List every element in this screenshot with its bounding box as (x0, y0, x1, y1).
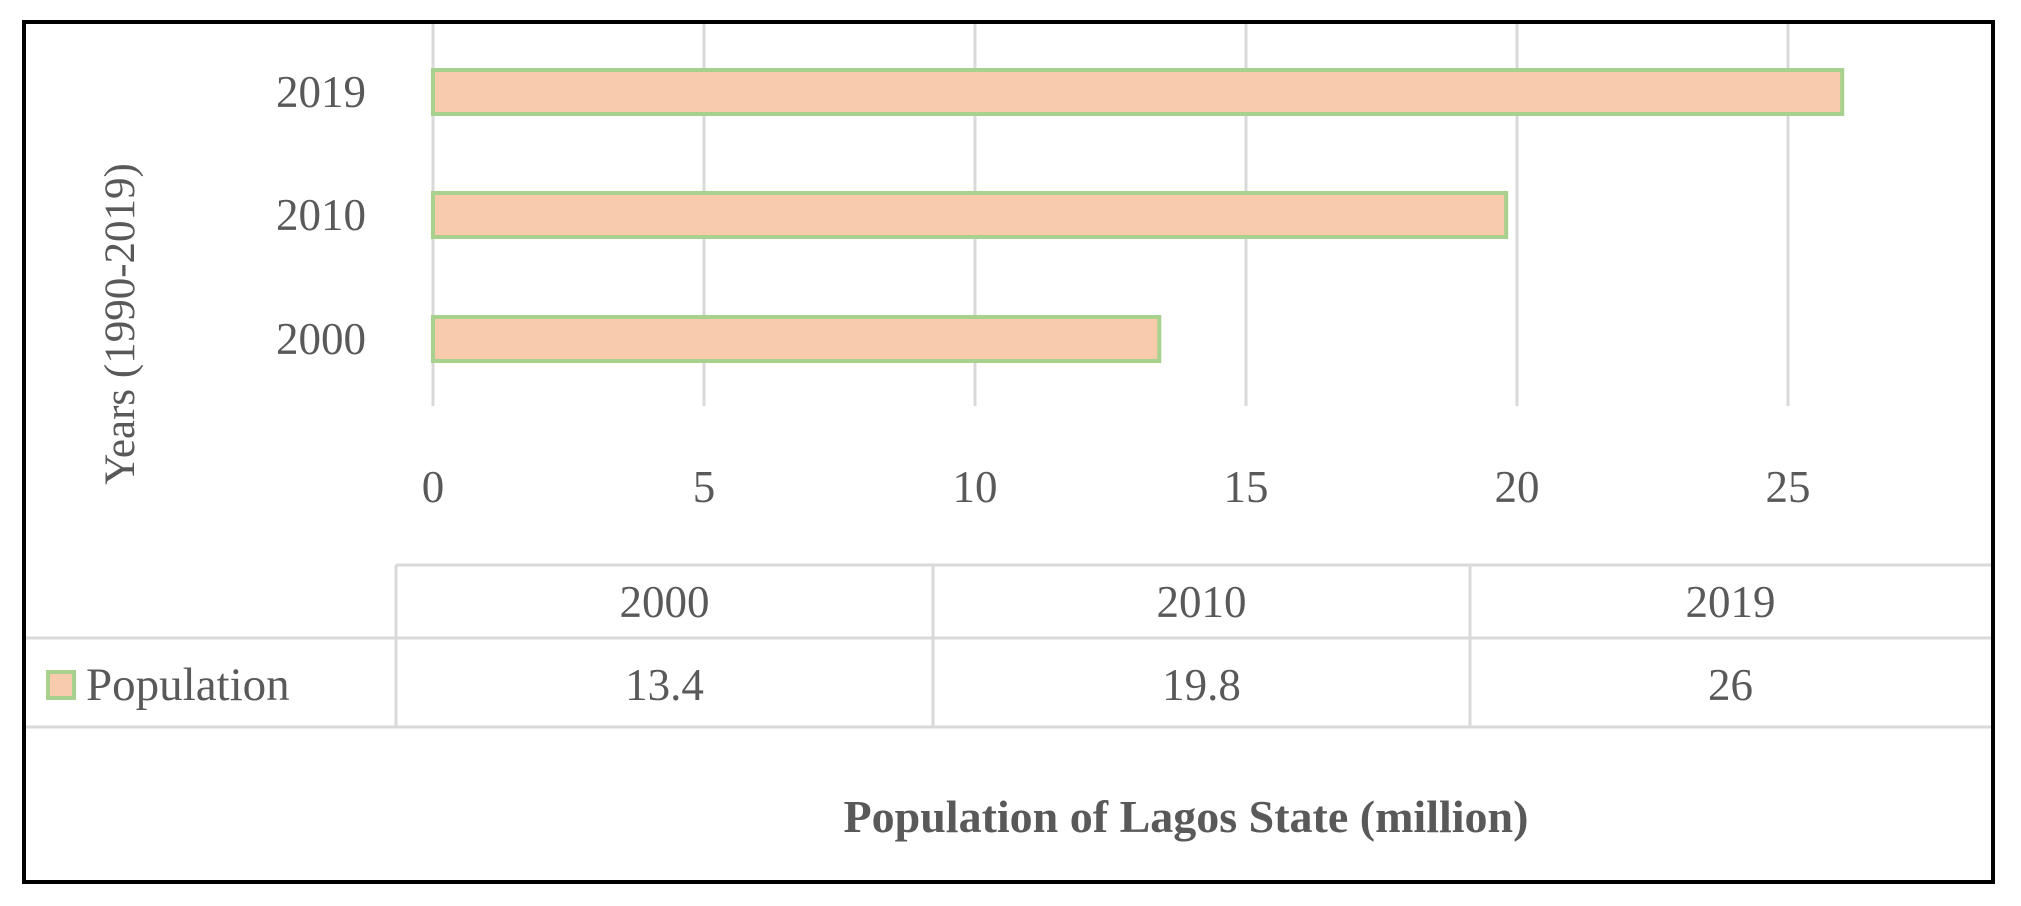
y-axis-title: Years (1990-2019) (97, 163, 144, 485)
table-header-2019: 2019 (1686, 577, 1776, 627)
bar-2010 (431, 191, 1509, 239)
bar-2019 (431, 68, 1845, 116)
table-value-2000: 13.4 (625, 660, 704, 710)
x-tick-label-5: 5 (693, 462, 716, 512)
bar-chart: 2000 2010 2019 0 5 10 15 20 25 2000 2010 2019 13.4… (26, 24, 1991, 842)
table-header-2010: 2010 (1157, 577, 1247, 627)
x-tick-label-10: 10 (953, 462, 998, 512)
y-tick-label-2019: 2019 (276, 67, 366, 117)
bars (431, 68, 1845, 363)
table-value-2010: 19.8 (1162, 660, 1241, 710)
table-value-2019: 26 (1708, 660, 1753, 710)
y-category-labels: 2000 2010 2019 (276, 67, 366, 364)
x-tick-label-25: 25 (1766, 462, 1811, 512)
y-tick-label-2010: 2010 (276, 190, 366, 240)
legend-swatch (46, 670, 76, 700)
bar-2000 (431, 315, 1162, 363)
table-header-2000: 2000 (620, 577, 710, 627)
x-tick-label-20: 20 (1495, 462, 1540, 512)
data-table: 2000 2010 2019 13.4 19.8 26 Population (26, 563, 1991, 729)
y-tick-label-2000: 2000 (276, 314, 366, 364)
x-tick-label-0: 0 (422, 462, 445, 512)
table-row-label: Population (86, 659, 290, 711)
x-tick-labels: 0 5 10 15 20 25 (422, 462, 1811, 512)
chart-frame: 2000 2010 2019 0 5 10 15 20 25 2000 2010 2019 13.4… (22, 20, 1995, 884)
x-axis-title: Population of Lagos State (million) (844, 791, 1529, 842)
x-tick-label-15: 15 (1224, 462, 1269, 512)
